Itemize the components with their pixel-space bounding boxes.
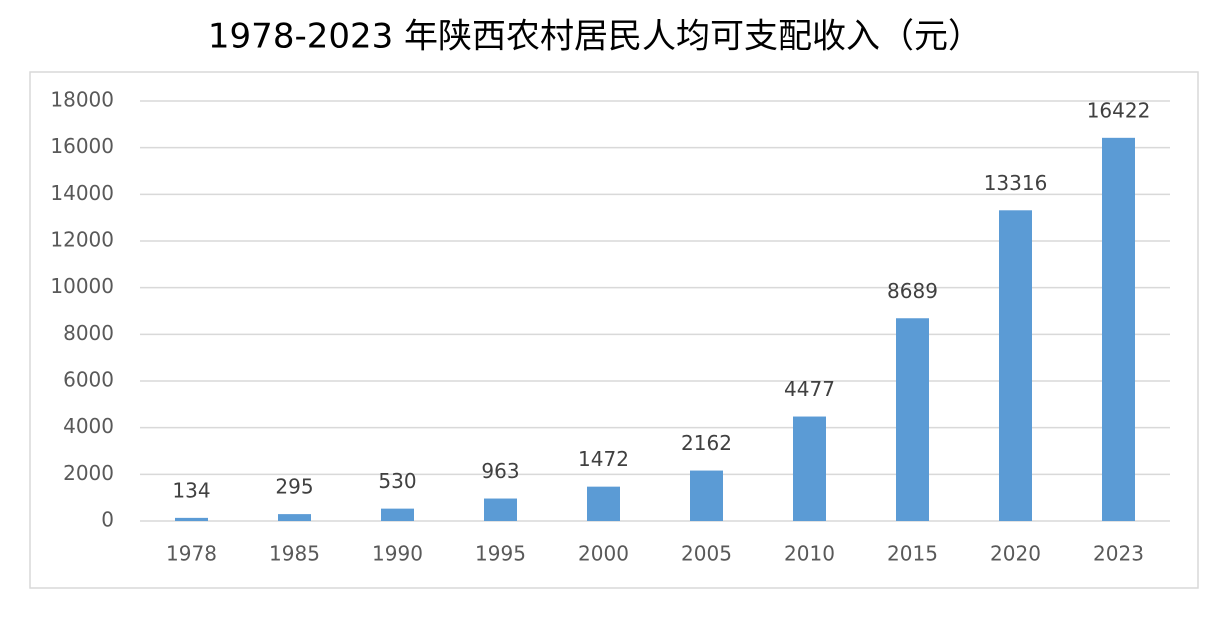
bar bbox=[175, 517, 208, 521]
data-label: 8689 bbox=[887, 279, 938, 303]
bar bbox=[381, 508, 414, 521]
bar bbox=[896, 318, 929, 521]
data-label: 2162 bbox=[681, 431, 732, 455]
y-tick-label: 18000 bbox=[50, 88, 114, 112]
x-tick-label: 1978 bbox=[166, 542, 217, 566]
x-tick-label: 2015 bbox=[887, 542, 938, 566]
data-label: 4477 bbox=[784, 377, 835, 401]
x-tick-label: 1985 bbox=[269, 542, 320, 566]
y-tick-label: 8000 bbox=[63, 321, 114, 345]
x-tick-label: 2005 bbox=[681, 542, 732, 566]
x-tick-label: 2020 bbox=[990, 542, 1041, 566]
y-tick-label: 12000 bbox=[50, 228, 114, 252]
data-label: 13316 bbox=[984, 171, 1048, 195]
data-label: 963 bbox=[481, 459, 519, 483]
x-tick-label: 1995 bbox=[475, 542, 526, 566]
bar bbox=[1102, 137, 1135, 521]
data-label: 134 bbox=[172, 478, 210, 502]
bar bbox=[793, 416, 826, 521]
x-tick-label: 2010 bbox=[784, 542, 835, 566]
x-tick-label: 1990 bbox=[372, 542, 423, 566]
y-tick-label: 16000 bbox=[50, 134, 114, 158]
bar bbox=[690, 470, 723, 521]
chart-title: 1978-2023 年陕西农村居民人均可支配收入（元） bbox=[208, 17, 982, 57]
bar bbox=[278, 514, 311, 521]
data-label: 295 bbox=[275, 475, 313, 499]
y-tick-label: 0 bbox=[101, 508, 114, 532]
bar bbox=[587, 486, 620, 521]
y-tick-label: 14000 bbox=[50, 181, 114, 205]
bar bbox=[484, 498, 517, 521]
y-tick-label: 10000 bbox=[50, 274, 114, 298]
y-tick-label: 2000 bbox=[63, 461, 114, 485]
x-tick-label: 2000 bbox=[578, 542, 629, 566]
y-tick-label: 4000 bbox=[63, 414, 114, 438]
x-tick-label: 2023 bbox=[1093, 542, 1144, 566]
data-label: 530 bbox=[378, 469, 416, 493]
bar bbox=[999, 210, 1032, 521]
data-label: 16422 bbox=[1087, 98, 1151, 122]
data-label: 1472 bbox=[578, 447, 629, 471]
y-tick-label: 6000 bbox=[63, 368, 114, 392]
